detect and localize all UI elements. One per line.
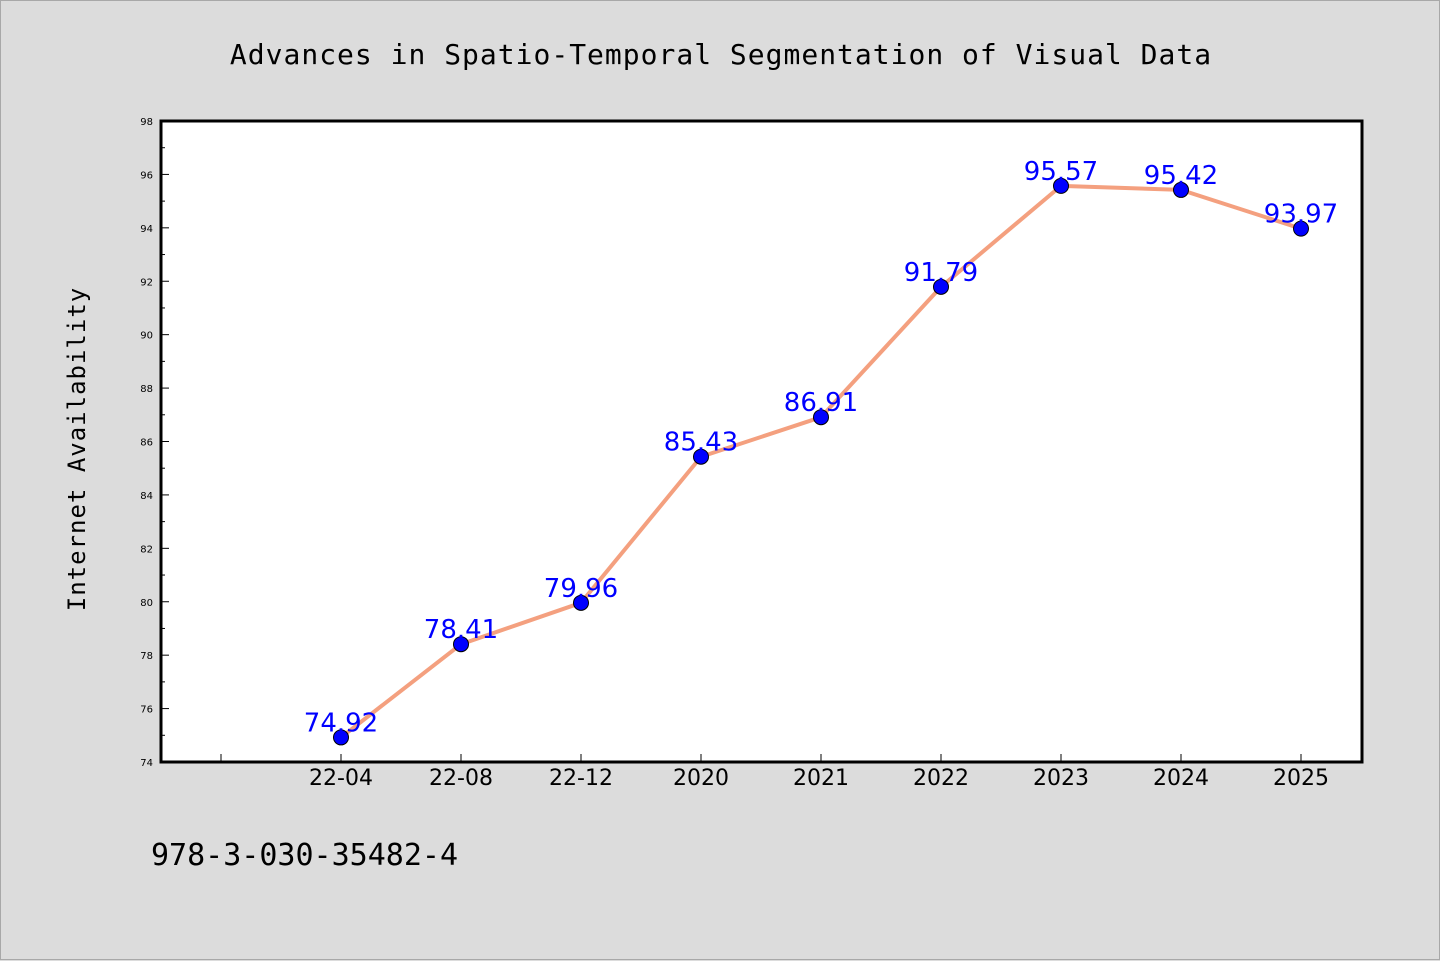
y-tick-label: 84 [140, 491, 153, 502]
data-point [333, 729, 349, 746]
x-tick-label: 2025 [1273, 766, 1329, 791]
data-point [813, 409, 829, 426]
data-label: 93.97 [1264, 200, 1338, 230]
data-label: 95.57 [1024, 157, 1098, 187]
x-tick-label: 22-08 [429, 766, 493, 791]
y-tick-label: 78 [140, 651, 153, 662]
y-tick-label: 90 [140, 331, 153, 342]
x-tick-label: 22-04 [309, 766, 373, 791]
isbn-footer: 978-3-030-35482-4 [151, 838, 458, 873]
data-point [1053, 177, 1069, 194]
data-point [1293, 220, 1309, 237]
x-tick-label: 2021 [793, 766, 849, 791]
data-label: 91.79 [904, 258, 978, 288]
chart-title: Advances in Spatio-Temporal Segmentation… [230, 38, 1212, 71]
plot-area [159, 119, 1364, 764]
data-point [453, 636, 469, 653]
y-tick-label: 96 [140, 170, 153, 181]
data-label: 85.43 [664, 428, 738, 458]
y-tick-label: 92 [140, 277, 153, 288]
x-tick-label: 2023 [1033, 766, 1089, 791]
x-tick-label: 22-12 [549, 766, 613, 791]
data-label: 79.96 [544, 574, 618, 604]
y-axis-label: Internet Availability [63, 287, 91, 611]
x-tick-label: 2022 [913, 766, 969, 791]
y-tick-label: 86 [140, 438, 153, 449]
y-tick-label: 74 [140, 758, 153, 769]
data-point [693, 448, 709, 465]
x-tick-label: 2020 [673, 766, 729, 791]
y-tick-label: 94 [140, 224, 153, 235]
series-group: 74.92 78.41 79.96 85.43 86.91 91.79 95.57 95.42… [304, 157, 1338, 746]
data-label: 86.91 [784, 388, 858, 418]
data-point [1173, 181, 1189, 198]
data-label: 95.42 [1144, 161, 1218, 191]
y-tick-label: 80 [140, 598, 153, 609]
y-axis-ticks: 74 76 78 80 82 84 86 88 90 92 94 96 98 [140, 117, 169, 769]
data-point [573, 594, 589, 611]
x-axis-ticks: 22-04 22-08 22-12 2020 2021 2022 2023 2024 2025 [220, 754, 1329, 791]
y-tick-label: 82 [140, 544, 153, 555]
data-point [933, 278, 949, 295]
data-label: 74.92 [304, 708, 378, 738]
x-tick-label: 2024 [1153, 766, 1209, 791]
y-tick-label: 98 [140, 117, 153, 128]
y-tick-label: 88 [140, 384, 153, 395]
y-tick-label: 76 [140, 705, 153, 716]
data-label: 78.41 [424, 615, 498, 645]
